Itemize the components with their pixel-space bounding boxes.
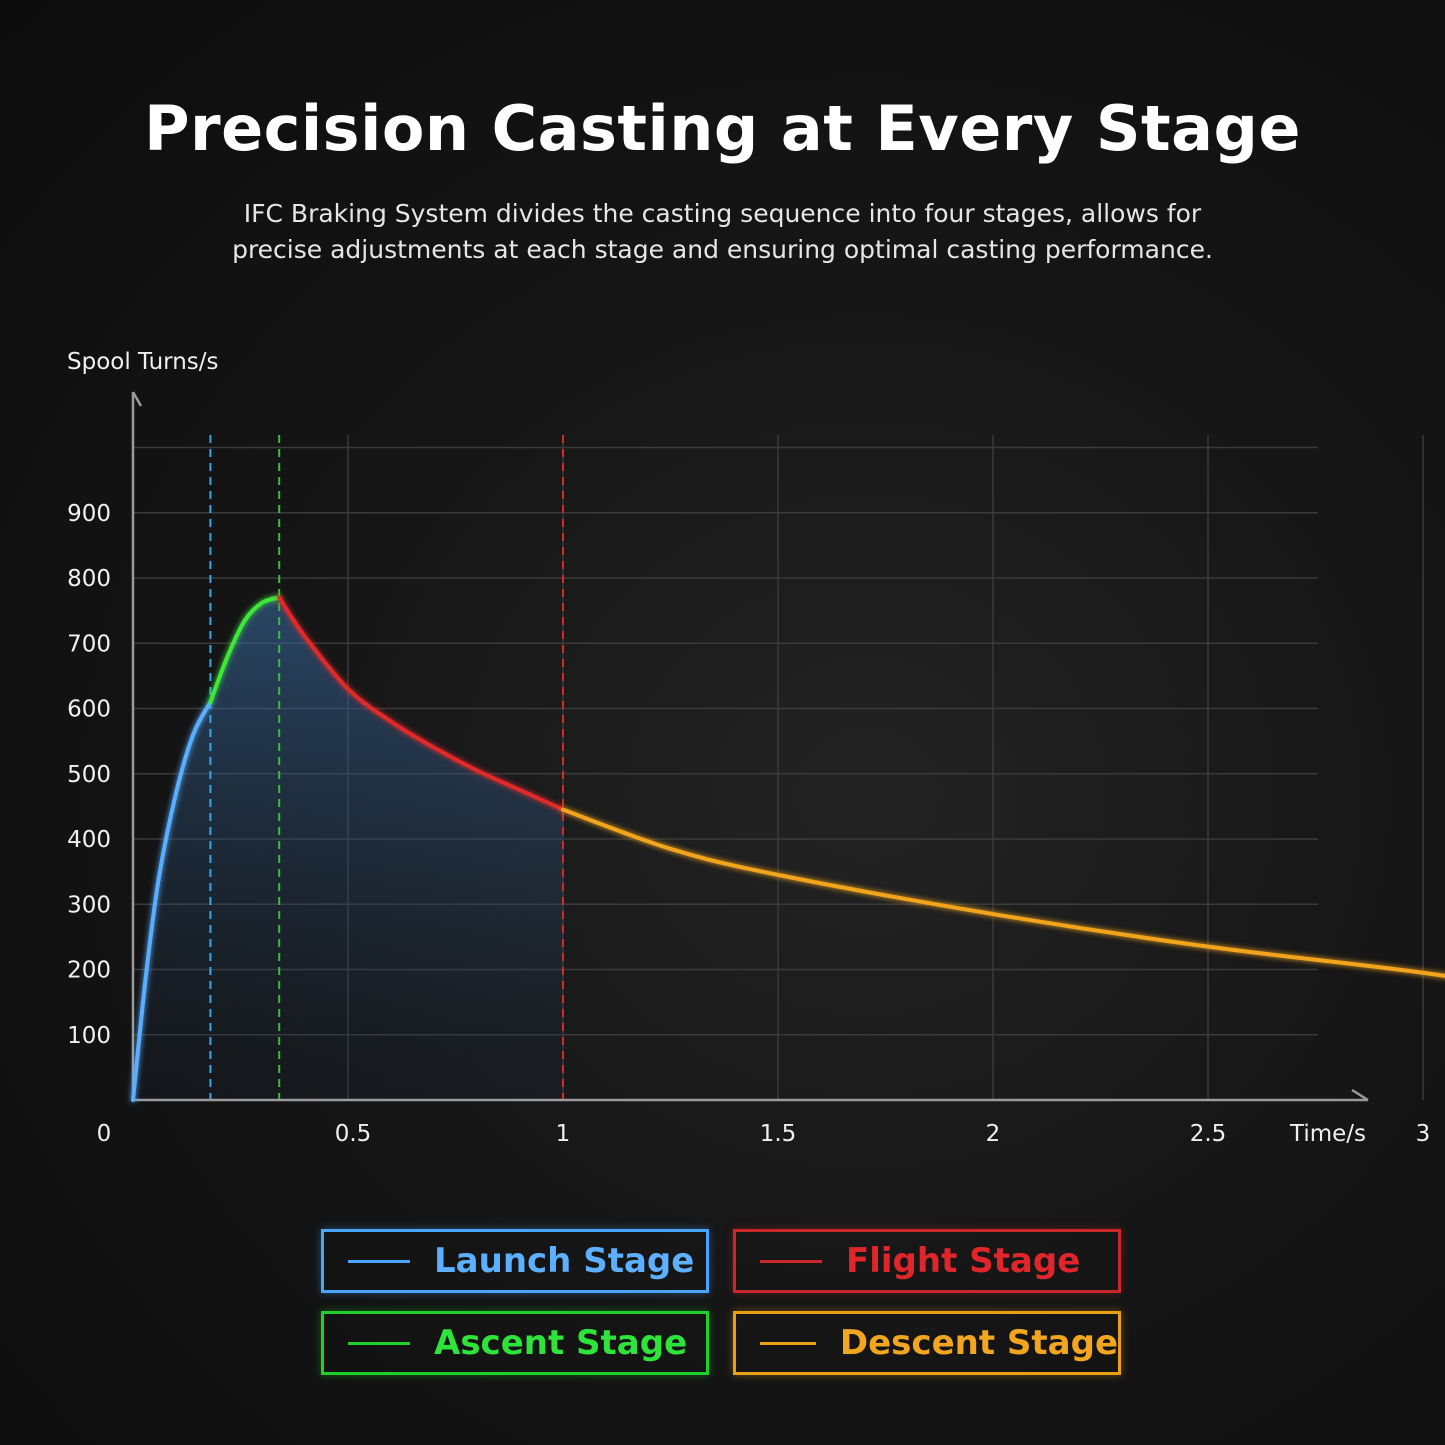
y-tick-label: 900 [67,501,111,527]
legend-swatch [760,1259,822,1263]
legend-label: Descent Stage [839,1323,1118,1363]
x-tick-label: 1 [556,1121,571,1147]
legend-swatch [348,1341,410,1345]
legend-item-descent-stage: Descent Stage [733,1311,1121,1375]
x-tick-label: 0 [97,1121,112,1147]
subtitle-line-2: precise adjustments at each stage and en… [232,235,1213,264]
chart-axes [131,391,1369,1102]
legend-swatch [348,1259,410,1263]
legend-item-flight-stage: Flight Stage [733,1229,1121,1293]
legend-swatch [760,1341,816,1345]
series-line-descent-stage [561,807,1445,978]
y-axis-arrow [131,391,143,407]
series-line-launch-stage [131,699,213,1102]
legend-label: Launch Stage [434,1241,695,1281]
subtitle-line-1: IFC Braking System divides the casting s… [243,199,1202,228]
legend-label: Ascent Stage [434,1323,688,1363]
y-tick-label: 700 [67,631,111,657]
x-tick-label: 0.5 [335,1121,372,1147]
x-axis-arrow [1351,1088,1369,1102]
y-tick-label: 100 [67,1023,111,1049]
x-axis-label: Time/s [1289,1121,1366,1147]
y-axis-label: Spool Turns/s [67,349,219,375]
series-line-ascent-stage [208,595,282,704]
legend-item-launch-stage: Launch Stage [321,1229,709,1293]
y-tick-label: 800 [67,566,111,592]
legend-label: Flight Stage [846,1241,1081,1281]
page-title: Precision Casting at Every Stage [144,92,1301,165]
x-tick-label: 2.5 [1190,1121,1227,1147]
x-tick-label: 2 [986,1121,1001,1147]
y-tick-label: 300 [67,892,111,918]
legend-item-ascent-stage: Ascent Stage [321,1311,709,1375]
x-tick-label: 1.5 [760,1121,797,1147]
y-tick-label: 400 [67,827,111,853]
y-tick-label: 600 [67,697,111,723]
y-tick-label: 500 [67,762,111,788]
series-line-flight-stage [277,595,565,812]
chart-area-fill [133,595,563,1100]
chart-grid [133,435,1424,1100]
chart-series [131,595,1445,1102]
x-tick-label: 3 [1416,1121,1431,1147]
page-subtitle: IFC Braking System divides the casting s… [150,196,1295,268]
area-under-curve [133,595,563,1100]
chart-labels: Spool Turns/sTime/s00.511.522.533.544.55… [67,349,1431,1147]
y-tick-label: 200 [67,958,111,984]
